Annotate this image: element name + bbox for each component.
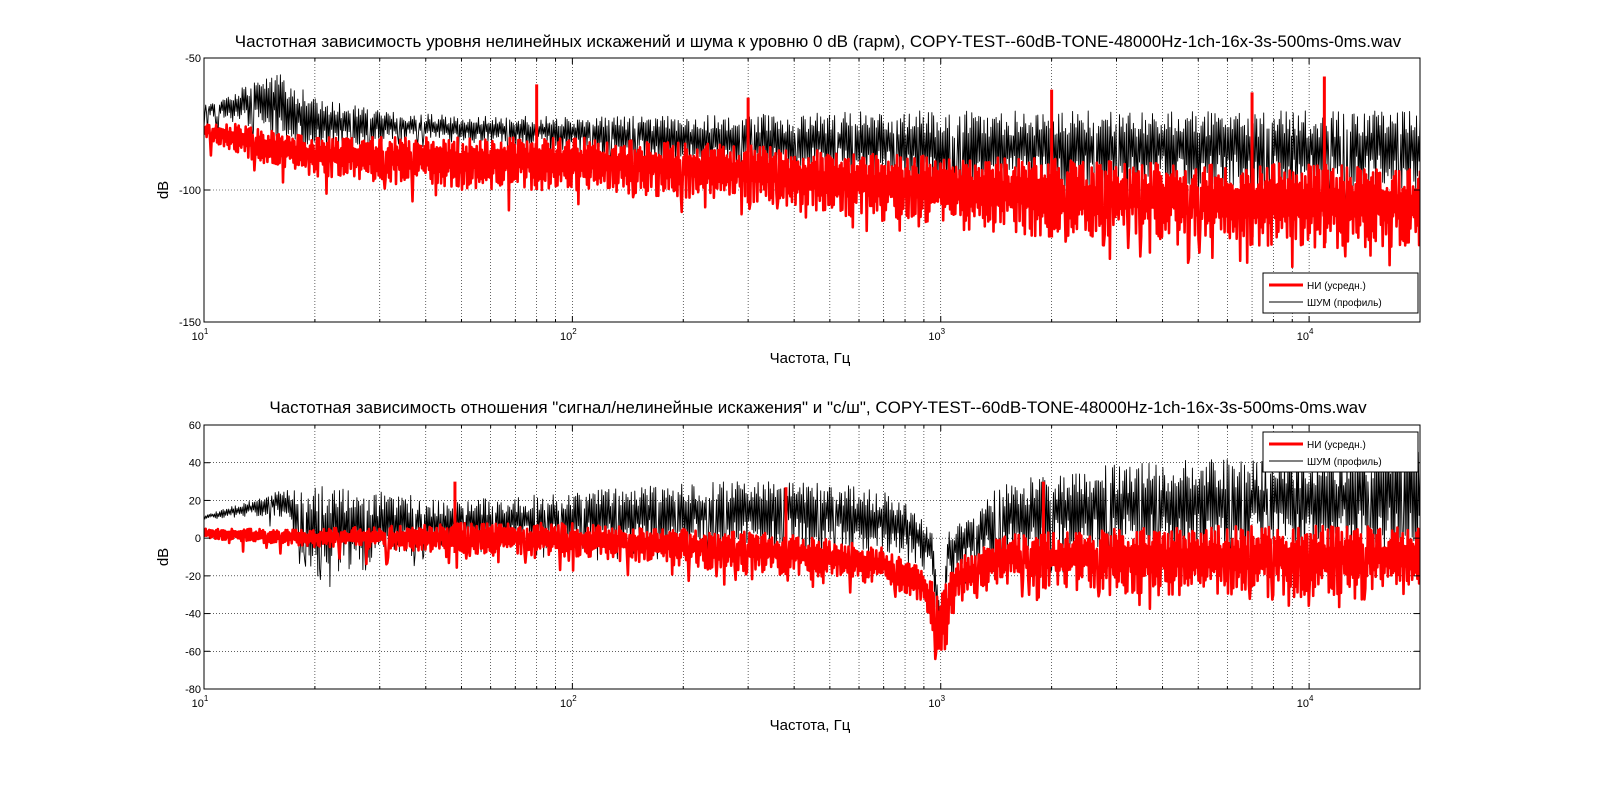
series-line-ni — [204, 521, 1420, 661]
x-tick-base: 10 — [192, 698, 204, 710]
x-tick-label: 104 — [1297, 694, 1314, 710]
x-tick-exp: 4 — [1309, 694, 1314, 703]
x-tick-base: 10 — [560, 331, 572, 343]
x-tick-exp: 2 — [572, 694, 577, 703]
axes-box — [203, 424, 1421, 690]
legend-label: ШУМ (профиль) — [1307, 297, 1382, 309]
chart-1: Частотная зависимость уровня нелинейных … — [155, 32, 1421, 367]
y-axis-label: dB — [155, 181, 172, 199]
x-tick-base: 10 — [928, 331, 940, 343]
x-tick-base: 10 — [560, 698, 572, 710]
y-tick-label: 60 — [189, 420, 201, 432]
y-tick-label: -100 — [179, 185, 201, 197]
x-tick-base: 10 — [192, 331, 204, 343]
x-tick-exp: 1 — [204, 327, 209, 336]
x-tick-label: 102 — [560, 327, 577, 343]
legend-box — [1262, 272, 1419, 314]
chart-title: Частотная зависимость уровня нелинейных … — [235, 32, 1402, 51]
series-group — [204, 446, 1420, 661]
legend-box — [1262, 431, 1419, 473]
x-tick-exp: 2 — [572, 327, 577, 336]
x-tick-label: 101 — [192, 327, 209, 343]
legend-label: НИ (усредн.) — [1307, 281, 1366, 292]
legend-label: ШУМ (профиль) — [1307, 456, 1382, 468]
y-tick-label: 40 — [189, 458, 201, 470]
series-line-noise — [204, 74, 1420, 211]
legend-label: НИ (усредн.) — [1307, 440, 1366, 451]
series-line-ni — [204, 122, 1420, 268]
y-tick-label: -50 — [185, 53, 201, 65]
x-tick-exp: 3 — [941, 327, 946, 336]
y-tick-label: -80 — [185, 684, 201, 696]
y-tick-label: -40 — [185, 609, 201, 621]
x-tick-exp: 1 — [204, 694, 209, 703]
x-tick-base: 10 — [928, 698, 940, 710]
legend: НИ (усредн.) ШУМ (профиль) — [1262, 272, 1419, 314]
legend: НИ (усредн.) ШУМ (профиль) — [1262, 431, 1419, 473]
x-tick-exp: 3 — [941, 694, 946, 703]
x-tick-label: 101 — [192, 694, 209, 710]
x-tick-base: 10 — [1297, 331, 1309, 343]
chart-title: Частотная зависимость отношения "сигнал/… — [269, 398, 1367, 417]
x-tick-exp: 4 — [1309, 327, 1314, 336]
y-tick-label: -20 — [185, 571, 201, 583]
series-group — [204, 74, 1420, 268]
x-axis-label: Частота, Гц — [770, 350, 851, 367]
x-tick-label: 103 — [928, 694, 945, 710]
chart-2: Частотная зависимость отношения "сигнал/… — [155, 398, 1421, 734]
x-tick-label: 103 — [928, 327, 945, 343]
x-axis-label: Частота, Гц — [770, 717, 851, 734]
y-axis-label: dB — [155, 548, 172, 566]
y-tick-label: 0 — [195, 533, 201, 545]
x-tick-label: 104 — [1297, 327, 1314, 343]
x-tick-label: 102 — [560, 694, 577, 710]
y-tick-label: 20 — [189, 495, 201, 507]
x-tick-base: 10 — [1297, 698, 1309, 710]
y-tick-label: -150 — [179, 317, 201, 329]
y-tick-label: -60 — [185, 646, 201, 658]
